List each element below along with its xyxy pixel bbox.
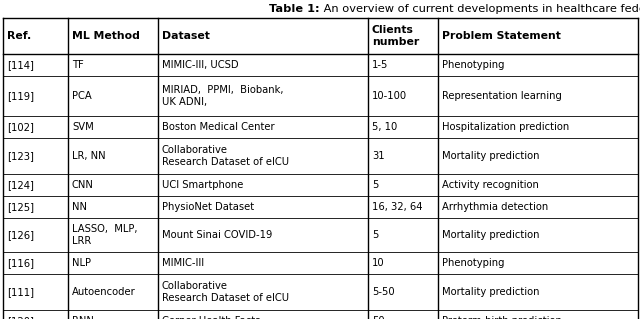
Text: Phenotyping: Phenotyping: [442, 60, 504, 70]
Text: PhysioNet Dataset: PhysioNet Dataset: [162, 202, 254, 212]
Text: Dataset: Dataset: [162, 31, 210, 41]
Text: 10: 10: [372, 258, 385, 268]
Text: 31: 31: [372, 151, 385, 161]
Text: Collaborative
Research Dataset of eICU: Collaborative Research Dataset of eICU: [162, 145, 289, 167]
Text: MIMIC-III: MIMIC-III: [162, 258, 204, 268]
Text: Activity recognition: Activity recognition: [442, 180, 539, 190]
Text: 5, 10: 5, 10: [372, 122, 397, 132]
Text: [114]: [114]: [7, 60, 34, 70]
Text: Hospitalization prediction: Hospitalization prediction: [442, 122, 569, 132]
Text: Table 1:: Table 1:: [269, 4, 320, 14]
Text: [116]: [116]: [7, 258, 34, 268]
Text: 1-5: 1-5: [372, 60, 388, 70]
Text: RNN: RNN: [72, 316, 94, 319]
Text: NN: NN: [72, 202, 87, 212]
Text: [126]: [126]: [7, 230, 34, 240]
Text: TF: TF: [72, 60, 84, 70]
Text: 50: 50: [372, 316, 385, 319]
Text: 5: 5: [372, 180, 378, 190]
Text: Boston Medical Center: Boston Medical Center: [162, 122, 275, 132]
Text: ML Method: ML Method: [72, 31, 140, 41]
Text: Mortality prediction: Mortality prediction: [442, 230, 540, 240]
Text: Arrhythmia detection: Arrhythmia detection: [442, 202, 548, 212]
Text: Autoencoder: Autoencoder: [72, 287, 136, 297]
Text: [111]: [111]: [7, 287, 34, 297]
Text: PCA: PCA: [72, 91, 92, 101]
Text: 16, 32, 64: 16, 32, 64: [372, 202, 422, 212]
Text: [124]: [124]: [7, 180, 34, 190]
Text: UCI Smartphone: UCI Smartphone: [162, 180, 243, 190]
Text: 5-50: 5-50: [372, 287, 395, 297]
Text: 10-100: 10-100: [372, 91, 407, 101]
Text: Clients
number: Clients number: [372, 25, 419, 47]
Text: Preterm-birth prediction: Preterm-birth prediction: [442, 316, 562, 319]
Text: [102]: [102]: [7, 122, 34, 132]
Text: CNN: CNN: [72, 180, 94, 190]
Text: Problem Statement: Problem Statement: [442, 31, 561, 41]
Text: Representation learning: Representation learning: [442, 91, 562, 101]
Text: Mount Sinai COVID-19: Mount Sinai COVID-19: [162, 230, 273, 240]
Text: Mortality prediction: Mortality prediction: [442, 287, 540, 297]
Text: SVM: SVM: [72, 122, 93, 132]
Text: [125]: [125]: [7, 202, 34, 212]
Text: MIMIC-III, UCSD: MIMIC-III, UCSD: [162, 60, 239, 70]
Text: [123]: [123]: [7, 151, 34, 161]
Text: [119]: [119]: [7, 91, 34, 101]
Text: Collaborative
Research Dataset of eICU: Collaborative Research Dataset of eICU: [162, 281, 289, 303]
Text: MIRIAD,  PPMI,  Biobank,
UK ADNI,: MIRIAD, PPMI, Biobank, UK ADNI,: [162, 85, 284, 107]
Text: 5: 5: [372, 230, 378, 240]
Text: An overview of current developments in healthcare federated learning: An overview of current developments in h…: [320, 4, 640, 14]
Text: NLP: NLP: [72, 258, 91, 268]
Text: Mortality prediction: Mortality prediction: [442, 151, 540, 161]
Text: LASSO,  MLP,
LRR: LASSO, MLP, LRR: [72, 224, 138, 246]
Text: Phenotyping: Phenotyping: [442, 258, 504, 268]
Text: LR, NN: LR, NN: [72, 151, 106, 161]
Text: [120]: [120]: [7, 316, 34, 319]
Text: Cerner Health Facts: Cerner Health Facts: [162, 316, 260, 319]
Text: Ref.: Ref.: [7, 31, 31, 41]
